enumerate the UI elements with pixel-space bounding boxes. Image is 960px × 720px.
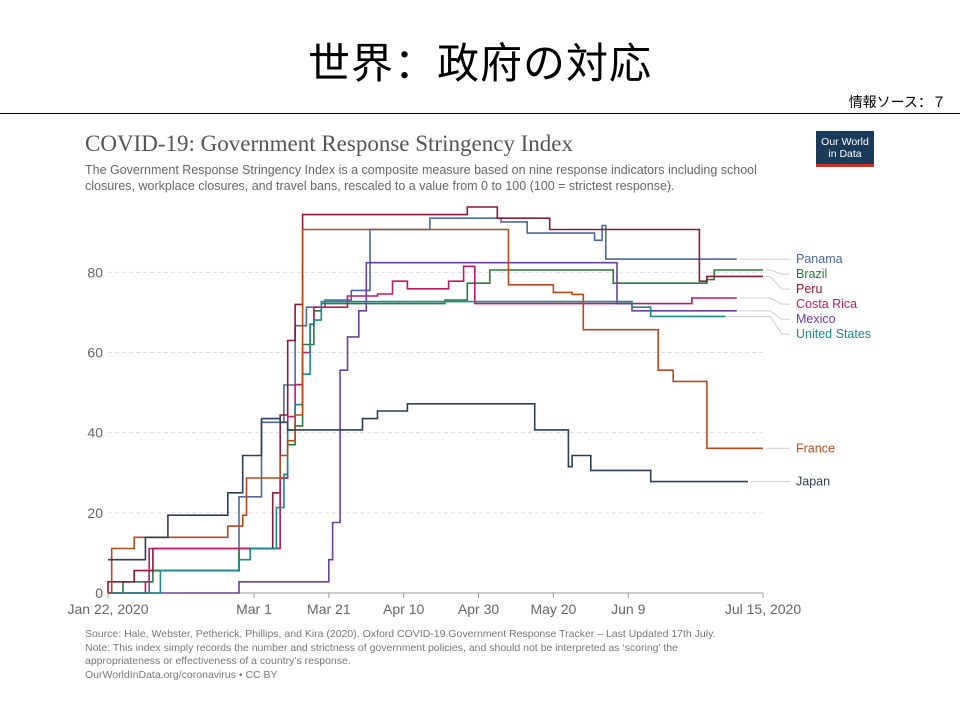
legend-leader-line bbox=[766, 269, 790, 275]
y-tick-label: 60 bbox=[87, 345, 103, 361]
x-tick-label: Jun 9 bbox=[611, 601, 645, 617]
x-tick-label: Apr 30 bbox=[458, 601, 499, 617]
owid-logo-line1: Our World bbox=[821, 136, 869, 148]
y-tick-label: 20 bbox=[87, 505, 103, 521]
y-tick-label: 0 bbox=[95, 585, 103, 601]
legend-label-mexico: Mexico bbox=[796, 312, 836, 326]
legend-leader-line bbox=[766, 275, 790, 290]
series-line-mexico bbox=[108, 261, 737, 594]
legend-label-japan: Japan bbox=[796, 475, 830, 489]
series-line-japan bbox=[108, 402, 748, 561]
x-tick-label: Mar 1 bbox=[236, 601, 272, 617]
legend-label-brazil: Brazil bbox=[796, 267, 827, 281]
footer-link[interactable]: OurWorldInData.org/coronavirus • CC BY bbox=[85, 668, 278, 681]
x-tick-label: Jan 22, 2020 bbox=[68, 601, 149, 617]
title-divider bbox=[0, 113, 960, 114]
chart-subtitle: The Government Response Stringency Index… bbox=[85, 163, 757, 193]
series-line-costa-rica bbox=[108, 265, 737, 594]
x-tick-label: Mar 21 bbox=[307, 601, 351, 617]
legend-leader-line bbox=[739, 297, 790, 305]
legend-label-panama: Panama bbox=[796, 252, 843, 266]
y-tick-label: 40 bbox=[87, 425, 103, 441]
y-tick-label: 80 bbox=[87, 264, 103, 280]
legend-label-united-states: United States bbox=[796, 327, 871, 341]
legend-leader-line bbox=[728, 315, 790, 335]
legend-leader-line bbox=[739, 310, 790, 320]
legend-label-france: France bbox=[796, 441, 835, 455]
x-tick-label: May 20 bbox=[530, 601, 576, 617]
legend-label-costa-rica: Costa Rica bbox=[796, 297, 857, 311]
series-line-peru bbox=[107, 206, 763, 593]
x-tick-label: Apr 10 bbox=[383, 601, 424, 617]
chart-title: COVID-19: Government Response Stringency… bbox=[85, 131, 574, 156]
series-line-brazil bbox=[108, 269, 763, 594]
owid-logo[interactable]: Our World in Data bbox=[816, 131, 874, 167]
x-tick-label: Jul 15, 2020 bbox=[725, 601, 801, 617]
owid-logo-line2: in Data bbox=[828, 148, 862, 160]
footer-note: Note: This index simply records the numb… bbox=[85, 641, 678, 654]
legend-label-peru: Peru bbox=[796, 282, 822, 296]
source-note: 情報ソース：７ bbox=[848, 95, 946, 111]
chart-footer: Source: Hale, Webster, Petherick, Philli… bbox=[85, 628, 825, 682]
footer-source: Source: Hale, Webster, Petherick, Philli… bbox=[85, 628, 716, 640]
series-line-united-states bbox=[108, 300, 726, 594]
slide-title: 世界：政府の対応 bbox=[307, 39, 652, 88]
footer-note-cont: appropriateness or effectiveness of a co… bbox=[85, 655, 351, 667]
series-line-france bbox=[108, 228, 763, 594]
